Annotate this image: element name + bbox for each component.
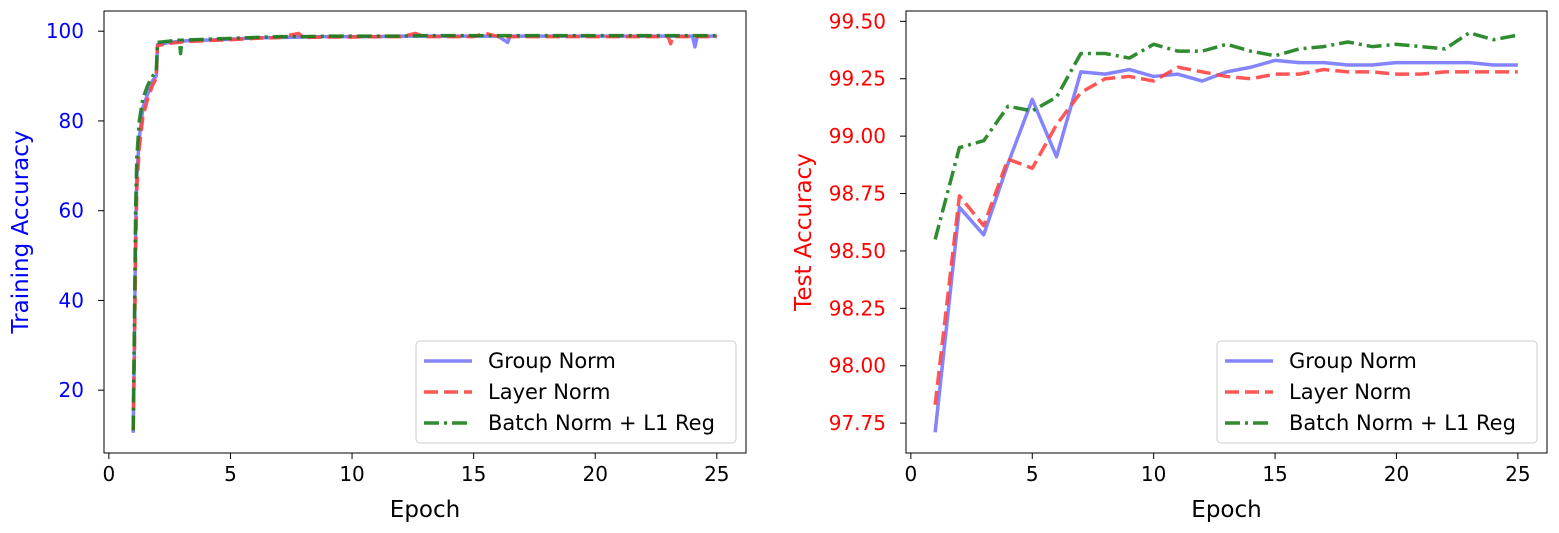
x-tick-label: 15 <box>1262 462 1287 486</box>
y-tick-label: 98.25 <box>829 296 886 320</box>
x-tick-label: 5 <box>1026 462 1039 486</box>
x-tick-label: 25 <box>704 462 729 486</box>
y-tick-label: 99.25 <box>829 67 886 91</box>
y-tick-label: 99.00 <box>829 124 886 148</box>
y-tick-label: 98.50 <box>829 239 886 263</box>
x-tick-label: 0 <box>102 462 115 486</box>
y-axis-title: Training Accuracy <box>8 130 34 334</box>
y-tick-label: 99.50 <box>829 9 886 33</box>
x-axis-title: Epoch <box>1191 497 1261 523</box>
y-tick-label: 97.75 <box>829 411 886 435</box>
x-tick-label: 10 <box>339 462 364 486</box>
x-tick-label: 10 <box>1141 462 1166 486</box>
x-tick-label: 20 <box>1384 462 1409 486</box>
legend: Group Norm Layer Norm Batch Norm + L1 Reg <box>415 340 737 444</box>
series-line-batch-norm-l1-reg <box>131 33 717 431</box>
legend-label: Layer Norm <box>1289 380 1412 404</box>
legend-label: Group Norm <box>488 349 616 373</box>
legend: Group Norm Layer Norm Batch Norm + L1 Reg <box>1216 340 1538 444</box>
x-tick-label: 20 <box>583 462 608 486</box>
legend-box <box>1216 340 1538 444</box>
series-line-group-norm <box>933 58 1518 433</box>
y-tick-label: 98.00 <box>829 354 886 378</box>
x-tick-label: 0 <box>904 462 917 486</box>
legend-box <box>415 340 737 444</box>
y-tick-label: 98.75 <box>829 182 886 206</box>
training-accuracy-panel: 0 5 10 15 20 25 20 40 60 80 100 Epoch Training Accur… <box>8 10 747 523</box>
plot-frame <box>103 10 747 454</box>
y-axis-title: Test Accuracy <box>791 153 817 312</box>
x-tick-label: 5 <box>224 462 237 486</box>
y-tick-label: 80 <box>59 109 84 133</box>
y-tick-label: 100 <box>46 19 84 43</box>
x-tick-label: 25 <box>1505 462 1530 486</box>
x-tick-label: 15 <box>461 462 486 486</box>
plot-frame <box>905 10 1548 454</box>
series-lines <box>933 31 1519 433</box>
legend-label: Batch Norm + L1 Reg <box>1289 411 1516 435</box>
legend-label: Group Norm <box>1289 349 1417 373</box>
y-tick-label: 20 <box>59 378 84 402</box>
y-tick-label: 60 <box>59 199 84 223</box>
y-tick-label: 40 <box>59 288 84 312</box>
test-accuracy-panel: 0 5 10 15 20 25 97.75 98.00 98.25 98.50 98.75 99.00… <box>791 9 1548 523</box>
legend-label: Batch Norm + L1 Reg <box>488 411 715 435</box>
series-lines <box>131 31 717 433</box>
legend-label: Layer Norm <box>488 380 611 404</box>
x-axis-title: Epoch <box>390 497 460 523</box>
series-line-layer-norm <box>933 65 1518 405</box>
